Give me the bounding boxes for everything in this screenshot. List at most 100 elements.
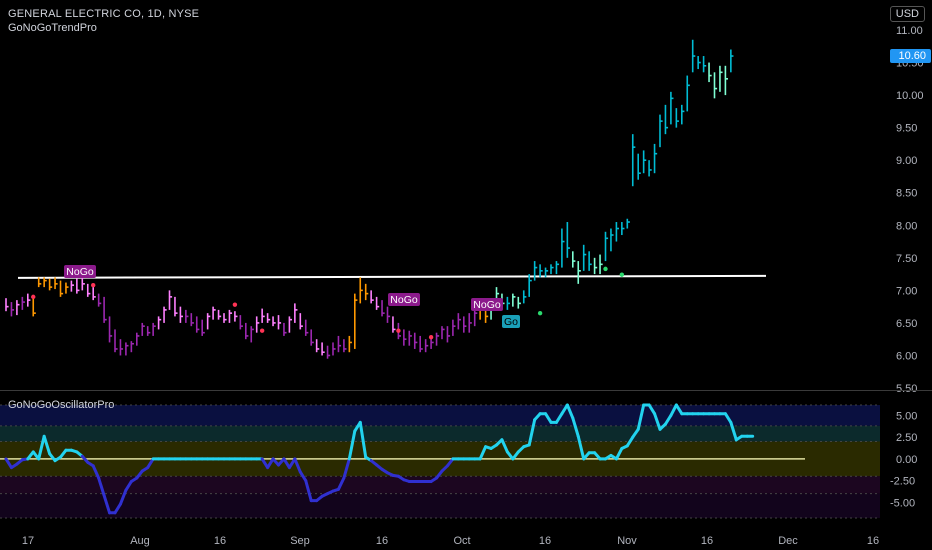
osc-tick-label: 5.00: [896, 410, 917, 422]
time-tick-label: Nov: [617, 535, 637, 547]
price-bar: [419, 335, 423, 353]
osc-segment: [91, 464, 101, 480]
price-bar: [604, 231, 609, 262]
osc-segment: [653, 412, 662, 431]
svg-text:Go: Go: [504, 316, 518, 328]
time-tick-label: 16: [539, 535, 551, 547]
price-bar: [10, 302, 15, 317]
price-bar: [304, 319, 309, 336]
osc-segment: [282, 457, 291, 470]
signal-dot: [91, 282, 96, 288]
price-bar: [152, 322, 156, 336]
price-bar: [223, 313, 227, 323]
price-bar: [212, 306, 216, 320]
price-bar: [637, 153, 641, 180]
price-bar: [462, 316, 467, 333]
price-bar: [593, 257, 598, 275]
pane-divider[interactable]: [0, 390, 932, 391]
osc-segment: [298, 470, 308, 483]
price-bars: [5, 39, 734, 359]
nogo-label: NoGo: [64, 265, 96, 278]
osc-segment: [146, 457, 155, 470]
osc-segment: [614, 446, 624, 461]
price-bar: [359, 277, 363, 304]
osc-segment: [266, 457, 275, 470]
osc-band: [0, 405, 880, 426]
osc-segment: [647, 403, 657, 416]
price-bar: [719, 65, 723, 92]
price-bar: [239, 315, 243, 330]
nogo-label: NoGo: [388, 293, 420, 306]
price-bar: [648, 160, 652, 177]
osc-segment: [102, 493, 112, 515]
price-bar: [174, 296, 178, 317]
oscillator-axis: 5.00 2.50 0.00 -2.50 -5.00: [890, 410, 917, 509]
price-bar: [130, 341, 134, 353]
osc-segment: [304, 479, 313, 503]
price-bar: [114, 329, 118, 353]
price-bar: [392, 316, 396, 333]
time-tick-label: Oct: [453, 535, 470, 547]
symbol-title[interactable]: GENERAL ELECTRIC CO, 1D, NYSE: [8, 8, 200, 20]
resistance-line[interactable]: [17, 274, 767, 279]
currency-button[interactable]: USD: [889, 6, 925, 22]
price-tick-label: 9.50: [896, 123, 917, 135]
price-tick-label: 8.00: [896, 220, 917, 232]
signal-dot: [396, 328, 401, 333]
osc-segment: [527, 418, 537, 447]
price-bar: [332, 342, 336, 356]
price-bar: [59, 280, 64, 297]
osc-tick-label: 0.00: [896, 454, 917, 466]
price-bar: [108, 316, 113, 343]
price-bar: [621, 222, 625, 236]
price-bar: [32, 296, 36, 317]
price-bar: [631, 134, 636, 187]
price-bar: [283, 322, 287, 336]
price-bar: [92, 287, 96, 301]
price-bar: [185, 309, 189, 323]
osc-tick-label: -5.00: [890, 497, 915, 509]
osc-segment: [336, 476, 346, 491]
price-bar: [119, 339, 124, 356]
osc-segment: [478, 445, 488, 461]
osc-tick-label: 2.50: [896, 432, 917, 444]
time-tick-label: 16: [701, 535, 713, 547]
price-bar: [555, 261, 560, 275]
price-bar: [337, 335, 342, 353]
price-bar: [43, 277, 47, 288]
price-bar: [680, 104, 685, 125]
oscillator-indicator-label[interactable]: GoNoGoOscillatorPro: [8, 399, 115, 411]
price-bar: [566, 222, 570, 258]
price-bar: [234, 311, 238, 322]
price-bar: [201, 319, 205, 336]
trend-indicator-label[interactable]: GoNoGoTrendPro: [8, 22, 97, 34]
signal-dots: [31, 266, 625, 340]
price-bar: [664, 104, 669, 135]
time-tick-label: 16: [214, 535, 226, 547]
osc-segment: [97, 476, 106, 497]
price-bar: [582, 244, 587, 271]
price-bar: [261, 308, 265, 323]
osc-segment: [347, 429, 357, 461]
signal-dot: [259, 328, 265, 333]
price-bar: [16, 300, 20, 316]
svg-text:NoGo: NoGo: [390, 294, 418, 306]
price-bar: [326, 345, 331, 359]
price-bar: [408, 330, 412, 346]
price-bar: [26, 293, 31, 307]
time-tick-label: 16: [376, 535, 388, 547]
price-bar: [277, 315, 282, 330]
price-bar: [141, 322, 145, 336]
price-bar: [691, 39, 696, 73]
price-bar: [610, 228, 614, 252]
price-bar: [272, 316, 276, 327]
price-bar: [435, 332, 440, 346]
signal-dot: [31, 294, 36, 300]
osc-segment: [669, 403, 678, 417]
price-bar: [76, 278, 80, 294]
signal-dot: [428, 335, 434, 340]
price-bar: [70, 280, 74, 292]
svg-text:NoGo: NoGo: [66, 266, 94, 278]
oscillator-line: [4, 403, 755, 515]
